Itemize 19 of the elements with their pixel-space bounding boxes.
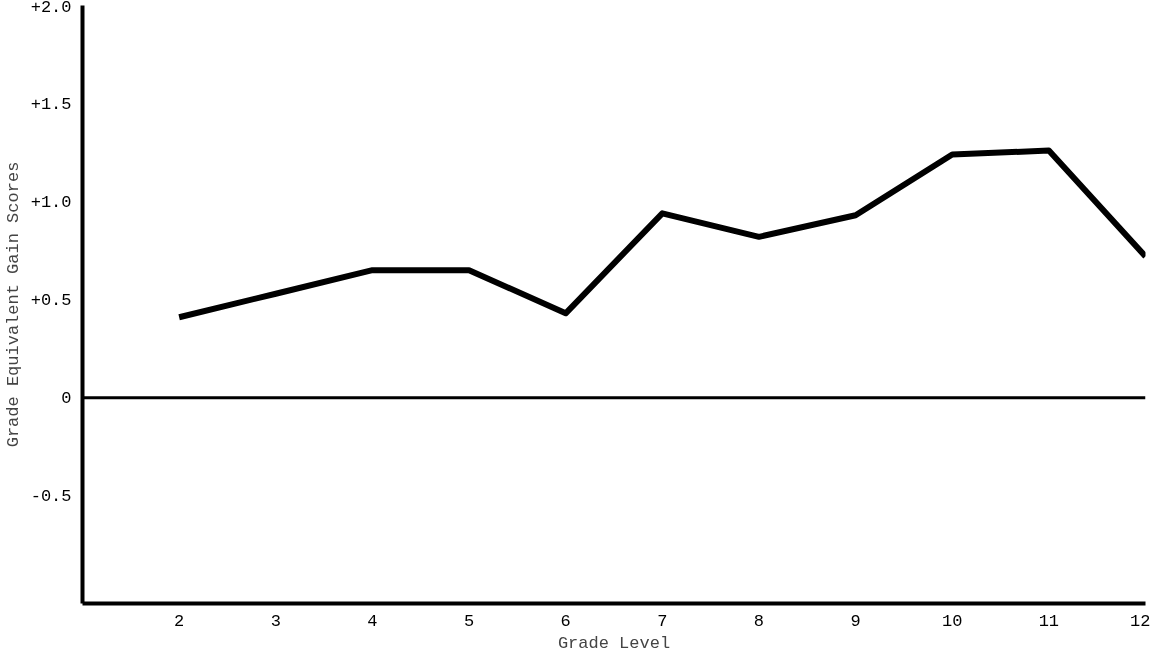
y-tick-label: 0	[61, 389, 72, 409]
y-tick-label: -0.5	[30, 487, 72, 507]
x-tick-label: 12	[1130, 611, 1151, 631]
x-tick-label: 11	[1038, 611, 1060, 631]
x-tick-label: 5	[463, 611, 475, 631]
x-tick-label: 3	[270, 611, 281, 631]
x-tick-label: 4	[367, 611, 378, 631]
x-tick-label: 10	[942, 611, 963, 631]
y-tick-label: +2.0	[30, 0, 72, 17]
x-tick-label: 9	[850, 611, 861, 631]
x-tick-label: 6	[560, 611, 571, 631]
x-tick-label: 8	[753, 611, 765, 631]
y-tick-label: +0.5	[30, 291, 72, 311]
y-tick-label: +1.0	[30, 193, 72, 213]
y-axis-title: Grade Equivalent Gain Scores	[3, 161, 23, 448]
x-tick-label: 2	[174, 611, 185, 631]
x-axis-title: Grade Level	[557, 633, 671, 653]
x-tick-label: 7	[657, 611, 668, 631]
y-tick-label: +1.5	[30, 95, 72, 115]
